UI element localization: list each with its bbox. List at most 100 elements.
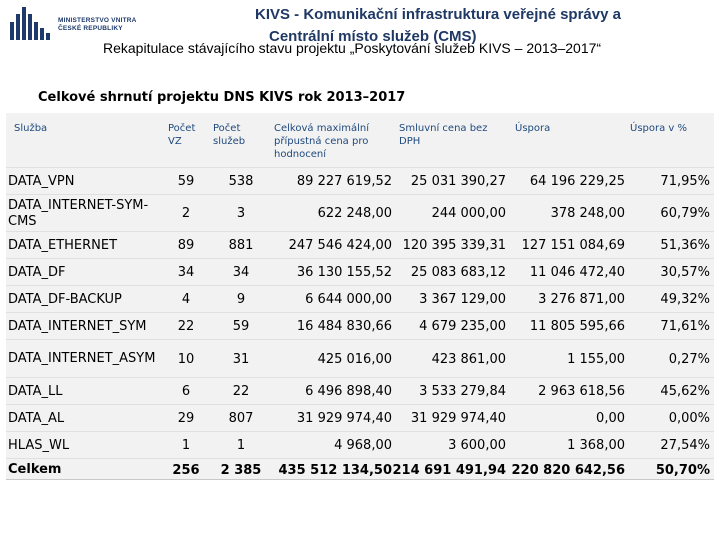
cell-max-price: 622 248,00 xyxy=(317,206,392,221)
cell-service-count: 31 xyxy=(232,351,250,367)
cell-savings: 11 046 472,40 xyxy=(529,265,625,280)
cell-max-price: 247 546 424,00 xyxy=(288,238,392,253)
cell-vz-count: 256 xyxy=(172,462,200,478)
table-row: DATA_ETHERNET 89 881 247 546 424,00 120 395 … xyxy=(6,231,714,259)
table-row: HLAS_WL 1 1 4 968,00 3 600,00 1 368,00 27,54% xyxy=(6,431,714,459)
cell-savings-pct: 51,36% xyxy=(660,238,710,253)
table-total-row: Celkem 256 2 385 435 512 134,50 214 691 491,… xyxy=(6,458,714,481)
table-row: DATA_INTERNET_ASYM 10 31 425 016,00 423 861,… xyxy=(6,339,714,378)
cell-contract-price: 244 000,00 xyxy=(431,206,506,221)
table-row: DATA_INTERNET_SYM 22 59 16 484 830,66 4 679 … xyxy=(6,312,714,340)
table-row: DATA_INTERNET-SYM-CMS 2 3 622 248,00 244 000… xyxy=(6,194,714,232)
ministry-line-2: ČESKÉ REPUBLIKY xyxy=(58,25,123,32)
cell-max-price: 6 496 898,40 xyxy=(305,384,392,399)
cell-vz-count: 29 xyxy=(177,411,195,426)
header-max-price: Celková maximální přípustná cena pro hod… xyxy=(274,123,370,160)
cell-savings: 220 820 642,56 xyxy=(511,462,626,478)
table-header-row: Služba Počet VZ Počet služeb Celková max… xyxy=(6,113,714,167)
cell-max-price: 435 512 134,50 xyxy=(278,462,393,478)
cell-savings: 378 248,00 xyxy=(550,206,625,221)
cell-vz-count: 89 xyxy=(177,238,195,253)
cell-contract-price: 31 929 974,40 xyxy=(410,411,506,426)
cell-service: HLAS_WL xyxy=(8,437,70,453)
slide-title-line-2: Centrální místo služeb (CMS) xyxy=(269,28,477,45)
header-savings-pct: Úspora v % xyxy=(630,123,688,134)
cell-vz-count: 10 xyxy=(177,351,195,367)
cell-savings-pct: 0,27% xyxy=(668,351,710,367)
cell-service: DATA_INTERNET-SYM-CMS xyxy=(8,197,149,229)
cell-savings-pct: 30,57% xyxy=(660,265,710,280)
header-service-count: Počet služeb xyxy=(213,123,246,147)
slide-subtitle: Rekapitulace stávajícího stavu projektu … xyxy=(103,40,602,56)
header-savings: Úspora xyxy=(515,123,551,134)
summary-table: Služba Počet VZ Počet služeb Celková max… xyxy=(6,113,714,480)
cell-savings-pct: 60,79% xyxy=(660,206,710,221)
cell-savings: 64 196 229,25 xyxy=(529,174,625,189)
cell-savings-pct: 49,32% xyxy=(660,292,710,307)
cell-savings-pct: 27,54% xyxy=(660,438,710,453)
cell-savings: 0,00 xyxy=(596,411,625,426)
cell-savings: 11 805 595,66 xyxy=(529,319,625,334)
cell-max-price: 31 929 974,40 xyxy=(296,411,392,426)
cell-service: DATA_DF-BACKUP xyxy=(8,291,122,307)
cell-savings: 127 151 084,69 xyxy=(521,238,625,253)
cell-vz-count: 34 xyxy=(177,265,195,280)
cell-service-count: 1 xyxy=(236,438,246,453)
cell-service-count: 538 xyxy=(228,174,254,189)
cell-service-count: 59 xyxy=(232,319,250,334)
cell-service-count: 3 xyxy=(236,206,246,221)
cell-savings-pct: 50,70% xyxy=(655,462,710,478)
cell-vz-count: 2 xyxy=(181,206,191,221)
cell-service-count: 34 xyxy=(232,265,250,280)
cell-contract-price: 25 031 390,27 xyxy=(410,174,506,189)
cell-savings-pct: 71,95% xyxy=(660,174,710,189)
cell-service: DATA_INTERNET_ASYM xyxy=(8,351,156,366)
cell-contract-price: 120 395 339,31 xyxy=(402,238,506,253)
table-row: DATA_AL 29 807 31 929 974,40 31 929 974,40 0,… xyxy=(6,404,714,432)
cell-service: DATA_LL xyxy=(8,383,63,399)
cell-vz-count: 22 xyxy=(177,319,195,334)
cell-service: DATA_ETHERNET xyxy=(8,237,118,253)
cell-contract-price: 423 861,00 xyxy=(431,351,506,367)
table-row: DATA_LL 6 22 6 496 898,40 3 533 279,84 2 963 … xyxy=(6,377,714,405)
cell-service: DATA_INTERNET_SYM xyxy=(8,318,147,334)
table-row: DATA_VPN 59 538 89 227 619,52 25 031 390,27 6… xyxy=(6,167,714,195)
ministry-name: MINISTERSTVO VNITRA ČESKÉ REPUBLIKY xyxy=(58,17,137,33)
cell-service-count: 9 xyxy=(236,292,246,307)
cell-max-price: 4 968,00 xyxy=(334,438,392,453)
ministry-logo xyxy=(10,7,50,40)
cell-max-price: 6 644 000,00 xyxy=(305,292,392,307)
cell-savings: 3 276 871,00 xyxy=(538,292,625,307)
cell-max-price: 36 130 155,52 xyxy=(296,265,392,280)
header-vz-count: Počet VZ xyxy=(168,123,196,147)
table-row: DATA_DF 34 34 36 130 155,52 25 083 683,12 11 … xyxy=(6,258,714,286)
cell-vz-count: 4 xyxy=(181,292,191,307)
cell-vz-count: 1 xyxy=(181,438,191,453)
cell-savings-pct: 45,62% xyxy=(660,384,710,399)
ministry-line-1: MINISTERSTVO VNITRA xyxy=(58,17,137,24)
slide-title-line-1: KIVS - Komunikační infrastruktura veřejn… xyxy=(255,6,621,23)
cell-vz-count: 59 xyxy=(177,174,195,189)
cell-savings: 1 368,00 xyxy=(567,438,625,453)
cell-contract-price: 4 679 235,00 xyxy=(419,319,506,334)
cell-service: DATA_VPN xyxy=(8,173,75,189)
cell-service-count: 881 xyxy=(228,238,254,253)
cell-service-count: 2 385 xyxy=(220,462,262,478)
cell-savings: 1 155,00 xyxy=(567,351,625,367)
summary-heading: Celkové shrnutí projektu DNS KIVS rok 20… xyxy=(38,90,406,105)
cell-service: Celkem xyxy=(8,462,62,477)
cell-service-count: 22 xyxy=(232,384,250,399)
cell-savings: 2 963 618,56 xyxy=(538,384,625,399)
cell-savings-pct: 0,00% xyxy=(668,411,710,426)
cell-max-price: 16 484 830,66 xyxy=(296,319,392,334)
cell-max-price: 425 016,00 xyxy=(317,351,392,367)
cell-contract-price: 3 367 129,00 xyxy=(419,292,506,307)
cell-savings-pct: 71,61% xyxy=(660,319,710,334)
cell-service: DATA_AL xyxy=(8,410,65,426)
cell-service: DATA_DF xyxy=(8,264,66,280)
table-row: DATA_DF-BACKUP 4 9 6 644 000,00 3 367 129,00… xyxy=(6,285,714,313)
cell-contract-price: 3 600,00 xyxy=(448,438,506,453)
header-service: Služba xyxy=(14,123,48,134)
cell-service-count: 807 xyxy=(228,411,254,426)
header-contract-price: Smluvní cena bez DPH xyxy=(399,123,488,147)
